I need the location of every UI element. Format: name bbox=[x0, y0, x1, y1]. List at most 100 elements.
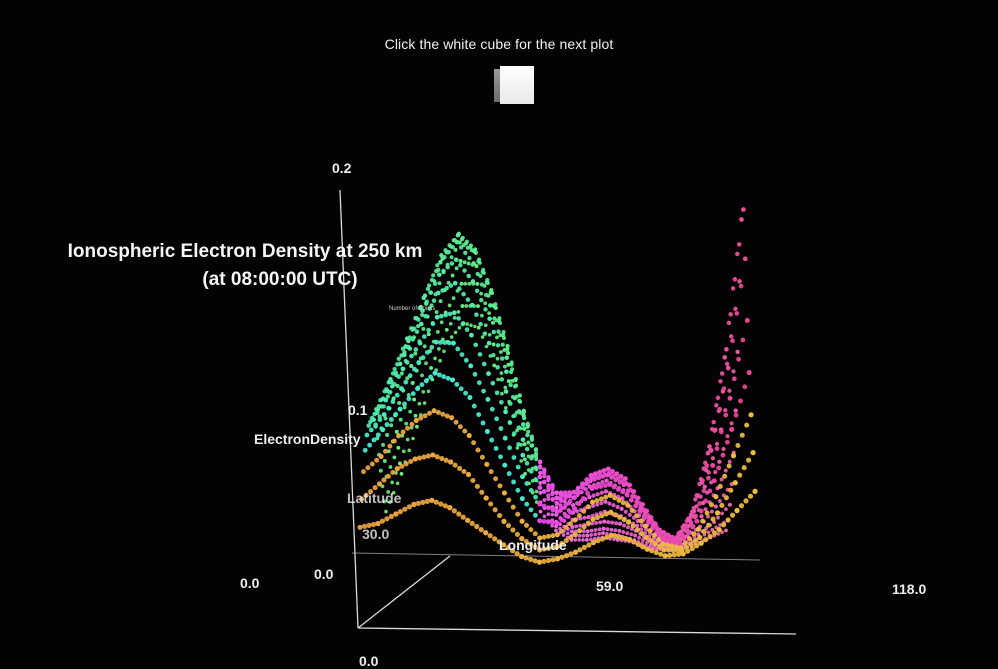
data-point-10-10-3 bbox=[550, 497, 556, 502]
data-point-2-13-3 bbox=[597, 527, 602, 532]
data-point-10-4-1 bbox=[439, 313, 444, 319]
data-point-7-5-1 bbox=[458, 245, 464, 250]
data-point-0-12-2 bbox=[577, 538, 581, 542]
data-point-9-20-1 bbox=[711, 419, 716, 425]
data-point-2-5-2 bbox=[467, 281, 472, 286]
data-point-1-6-2 bbox=[483, 323, 488, 328]
data-point-4-21-2 bbox=[723, 468, 728, 473]
data-point-12-11-2 bbox=[563, 513, 569, 519]
data-point-7-21-2 bbox=[729, 334, 734, 339]
data-point-13-20-0 bbox=[713, 494, 719, 500]
data-point-10-4-0 bbox=[434, 314, 440, 320]
data-point-13-2-0 bbox=[396, 433, 402, 439]
data-point-12-20-0 bbox=[711, 478, 717, 484]
data-point-11-13-0 bbox=[589, 475, 595, 480]
data-point-10-3-0 bbox=[417, 340, 423, 346]
data-point-3-2-0 bbox=[410, 380, 415, 385]
data-point-12-0-0 bbox=[362, 447, 368, 453]
data-point-7-3-3 bbox=[434, 268, 439, 274]
data-point-2-13-2 bbox=[593, 528, 598, 532]
data-point-2-16-1 bbox=[637, 535, 642, 540]
data-point-1-3-3 bbox=[440, 337, 445, 342]
data-point-14-2-2 bbox=[403, 461, 409, 467]
data-point-15-8-0 bbox=[501, 542, 507, 548]
data-point-11-8-2 bbox=[511, 455, 517, 460]
data-point-12-5-2 bbox=[458, 386, 464, 392]
data-point-13-17-2 bbox=[669, 543, 675, 549]
data-point-14-13-1 bbox=[594, 515, 600, 521]
data-point-14-8-0 bbox=[501, 518, 507, 524]
data-point-15-2-3 bbox=[406, 504, 412, 510]
data-point-11-3-0 bbox=[416, 360, 422, 366]
data-point-6-20-3 bbox=[714, 441, 720, 447]
data-point-14-3-0 bbox=[412, 456, 418, 462]
data-point-0-21-2 bbox=[716, 532, 721, 536]
data-point-2-6-2 bbox=[483, 301, 488, 306]
data-point-11-11-1 bbox=[559, 505, 564, 511]
data-point-6-5-0 bbox=[455, 233, 461, 238]
data-point-14-14-2 bbox=[617, 514, 623, 520]
data-point-9-8-1 bbox=[508, 401, 513, 406]
data-point-11-4-2 bbox=[442, 340, 448, 345]
data-point-0-11-0 bbox=[554, 528, 558, 533]
data-point-3-3-0 bbox=[426, 332, 431, 337]
data-point-15-5-3 bbox=[460, 514, 466, 520]
data-point-2-16-0 bbox=[633, 533, 638, 538]
data-point-11-10-3 bbox=[550, 507, 556, 513]
data-point-7-6-3 bbox=[483, 292, 489, 298]
data-point-10-8-0 bbox=[503, 409, 508, 415]
data-point-14-7-2 bbox=[492, 507, 498, 513]
data-point-6-5-1 bbox=[459, 237, 465, 242]
data-point-13-19-1 bbox=[700, 518, 706, 524]
data-point-15-3-1 bbox=[415, 500, 421, 506]
data-point-12-21-3 bbox=[742, 384, 748, 390]
data-point-8-21-0 bbox=[722, 355, 727, 360]
data-point-13-15-1 bbox=[629, 508, 635, 513]
data-point-12-16-1 bbox=[646, 520, 652, 526]
data-point-11-1-3 bbox=[394, 392, 400, 398]
data-point-1-2-0 bbox=[413, 413, 418, 418]
data-point-14-16-0 bbox=[643, 534, 649, 541]
data-point-15-11-0 bbox=[554, 556, 561, 562]
next-plot-cube-button[interactable] bbox=[494, 66, 534, 104]
data-point-9-21-2 bbox=[732, 277, 738, 282]
data-point-8-4-2 bbox=[445, 264, 450, 270]
data-point-12-2-0 bbox=[397, 406, 403, 412]
data-point-11-16-0 bbox=[641, 507, 646, 512]
data-point-11-12-1 bbox=[576, 490, 582, 495]
y-axis-line bbox=[339, 189, 359, 629]
data-point-12-6-3 bbox=[480, 420, 486, 426]
data-point-11-20-2 bbox=[718, 429, 724, 435]
data-point-7-9-0 bbox=[521, 412, 526, 418]
data-point-4-10-0 bbox=[538, 470, 543, 475]
data-point-7-22-0 bbox=[737, 279, 742, 284]
data-point-3-15-1 bbox=[622, 523, 627, 528]
data-point-15-16-0 bbox=[644, 546, 650, 552]
data-point-13-10-3 bbox=[550, 533, 556, 539]
data-point-12-10-2 bbox=[546, 519, 551, 525]
data-point-12-4-1 bbox=[436, 372, 442, 378]
data-point-10-12-2 bbox=[580, 481, 586, 487]
data-point-2-10-3 bbox=[550, 512, 555, 517]
data-point-15-19-0 bbox=[698, 540, 704, 546]
data-point-11-8-1 bbox=[507, 445, 512, 451]
data-point-15-18-0 bbox=[680, 551, 686, 557]
data-point-11-3-2 bbox=[425, 350, 430, 355]
data-point-11-2-1 bbox=[403, 379, 409, 385]
data-point-1-3-2 bbox=[437, 347, 441, 351]
data-point-7-1-2 bbox=[396, 356, 401, 361]
data-point-3-21-1 bbox=[717, 499, 722, 503]
data-point-11-20-1 bbox=[714, 446, 720, 451]
data-point-15-4-2 bbox=[438, 501, 444, 507]
data-point-15-19-2 bbox=[707, 533, 713, 540]
data-point-11-22-0 bbox=[744, 318, 750, 323]
data-point-14-8-1 bbox=[505, 523, 512, 529]
data-point-14-2-3 bbox=[408, 458, 414, 465]
data-point-15-21-2 bbox=[743, 498, 749, 504]
data-point-9-20-0 bbox=[707, 444, 712, 449]
data-point-14-4-3 bbox=[443, 457, 449, 463]
data-point-9-1-3 bbox=[397, 361, 403, 367]
data-point-4-16-1 bbox=[638, 527, 644, 532]
data-point-0-3-2 bbox=[438, 358, 442, 363]
data-point-11-6-2 bbox=[476, 380, 482, 386]
